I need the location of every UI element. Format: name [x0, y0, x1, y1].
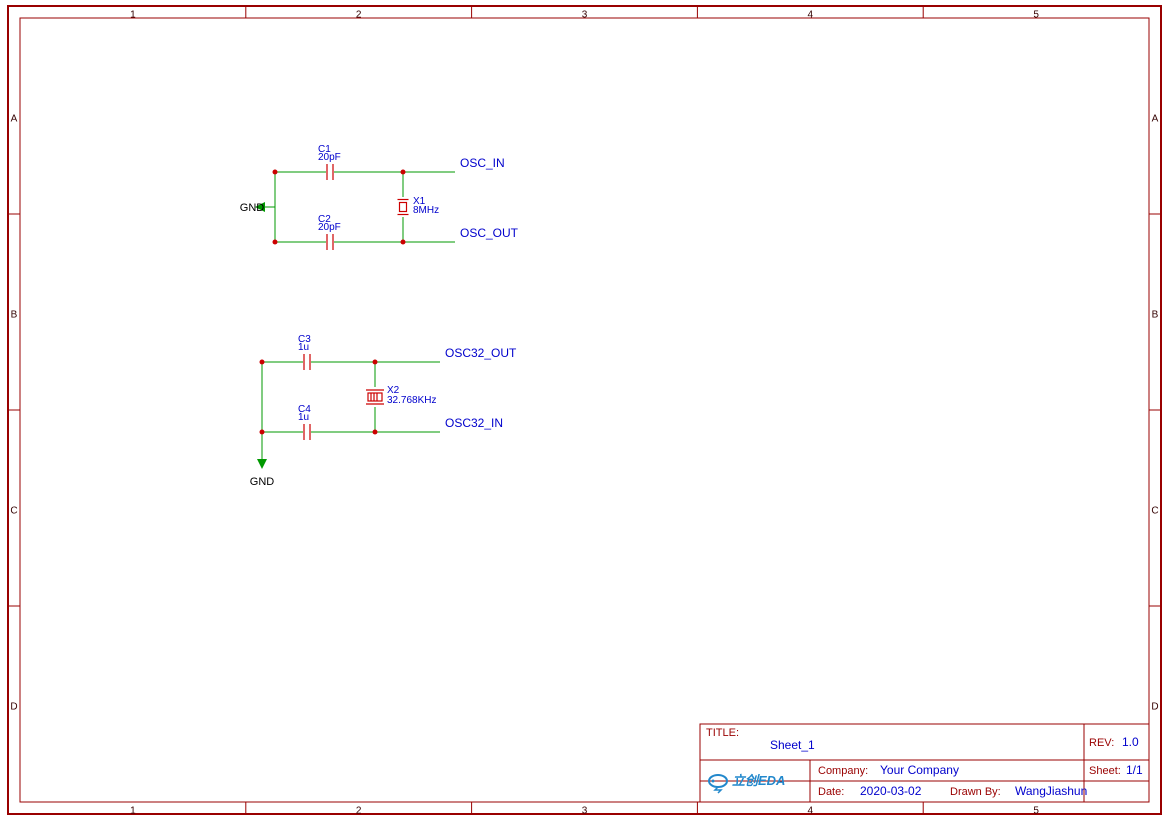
circuit-osc: GND C1 20pF C2 20pF X1 8MHz OSC_IN OSC_O… — [240, 144, 519, 250]
svg-text:3: 3 — [582, 10, 588, 21]
crystal-x2 — [366, 390, 384, 404]
date-label: Date: — [818, 786, 844, 798]
svg-text:B: B — [11, 310, 18, 321]
date-value: 2020-03-02 — [860, 784, 922, 798]
capacitor-c1 — [327, 164, 333, 180]
svg-text:C: C — [1151, 506, 1158, 517]
rev-value: 1.0 — [1122, 735, 1139, 749]
net-osc-in: OSC_IN — [460, 156, 505, 170]
eda-logo: 立创EDA — [709, 773, 785, 793]
net-osc32-in: OSC32_IN — [445, 416, 503, 430]
crystal-x1 — [398, 200, 409, 215]
svg-text:立创EDA: 立创EDA — [732, 773, 785, 788]
svg-text:1: 1 — [130, 10, 136, 21]
gnd-symbol — [257, 459, 267, 469]
sheet-value: 1/1 — [1126, 763, 1143, 777]
svg-text:2: 2 — [356, 806, 362, 817]
c3-value: 1u — [298, 342, 309, 353]
gnd-label: GND — [250, 476, 275, 488]
drawn-label: Drawn By: — [950, 786, 1001, 798]
sheet-title: Sheet_1 — [770, 738, 815, 752]
svg-text:1: 1 — [130, 806, 136, 817]
svg-text:5: 5 — [1033, 10, 1039, 21]
c2-value: 20pF — [318, 222, 341, 233]
svg-text:B: B — [1152, 310, 1159, 321]
title-block: TITLE: Sheet_1 REV: 1.0 Company: Your Co… — [700, 724, 1149, 802]
capacitor-c2 — [327, 234, 333, 250]
capacitor-c3 — [304, 354, 310, 370]
net-osc32-out: OSC32_OUT — [445, 346, 517, 360]
svg-text:3: 3 — [582, 806, 588, 817]
drawn-value: WangJiashun — [1015, 784, 1087, 798]
c4-value: 1u — [298, 412, 309, 423]
c1-value: 20pF — [318, 152, 341, 163]
svg-text:2: 2 — [356, 10, 362, 21]
frame: 1 1 2 2 3 3 4 4 5 5 A A B B C C D D — [8, 6, 1161, 817]
svg-text:D: D — [1151, 702, 1158, 713]
gnd-label: GND — [240, 202, 265, 214]
capacitor-c4 — [304, 424, 310, 440]
svg-text:D: D — [10, 702, 17, 713]
svg-text:4: 4 — [808, 10, 814, 21]
x2-value: 32.768KHz — [387, 395, 436, 406]
schematic-svg: 1 1 2 2 3 3 4 4 5 5 A A B B C C D D GND C1 20pF C2 20pF X… — [0, 0, 1169, 827]
rev-label: REV: — [1089, 737, 1114, 749]
svg-text:C: C — [10, 506, 17, 517]
sheet-label: Sheet: — [1089, 765, 1121, 777]
x1-value: 8MHz — [413, 205, 439, 216]
company-value: Your Company — [880, 763, 959, 777]
svg-text:A: A — [11, 114, 18, 125]
svg-text:A: A — [1152, 114, 1159, 125]
title-label: TITLE: — [706, 727, 739, 739]
schematic-sheet: 1 1 2 2 3 3 4 4 5 5 A A B B C C D D GND C1 20pF C2 20pF X… — [0, 0, 1169, 827]
circuit-osc32: GND C3 1u C4 1u X2 32.768KHz OSC32_OUT O… — [250, 334, 517, 488]
svg-text:4: 4 — [808, 806, 814, 817]
net-osc-out: OSC_OUT — [460, 226, 519, 240]
company-label: Company: — [818, 765, 868, 777]
svg-text:5: 5 — [1033, 806, 1039, 817]
